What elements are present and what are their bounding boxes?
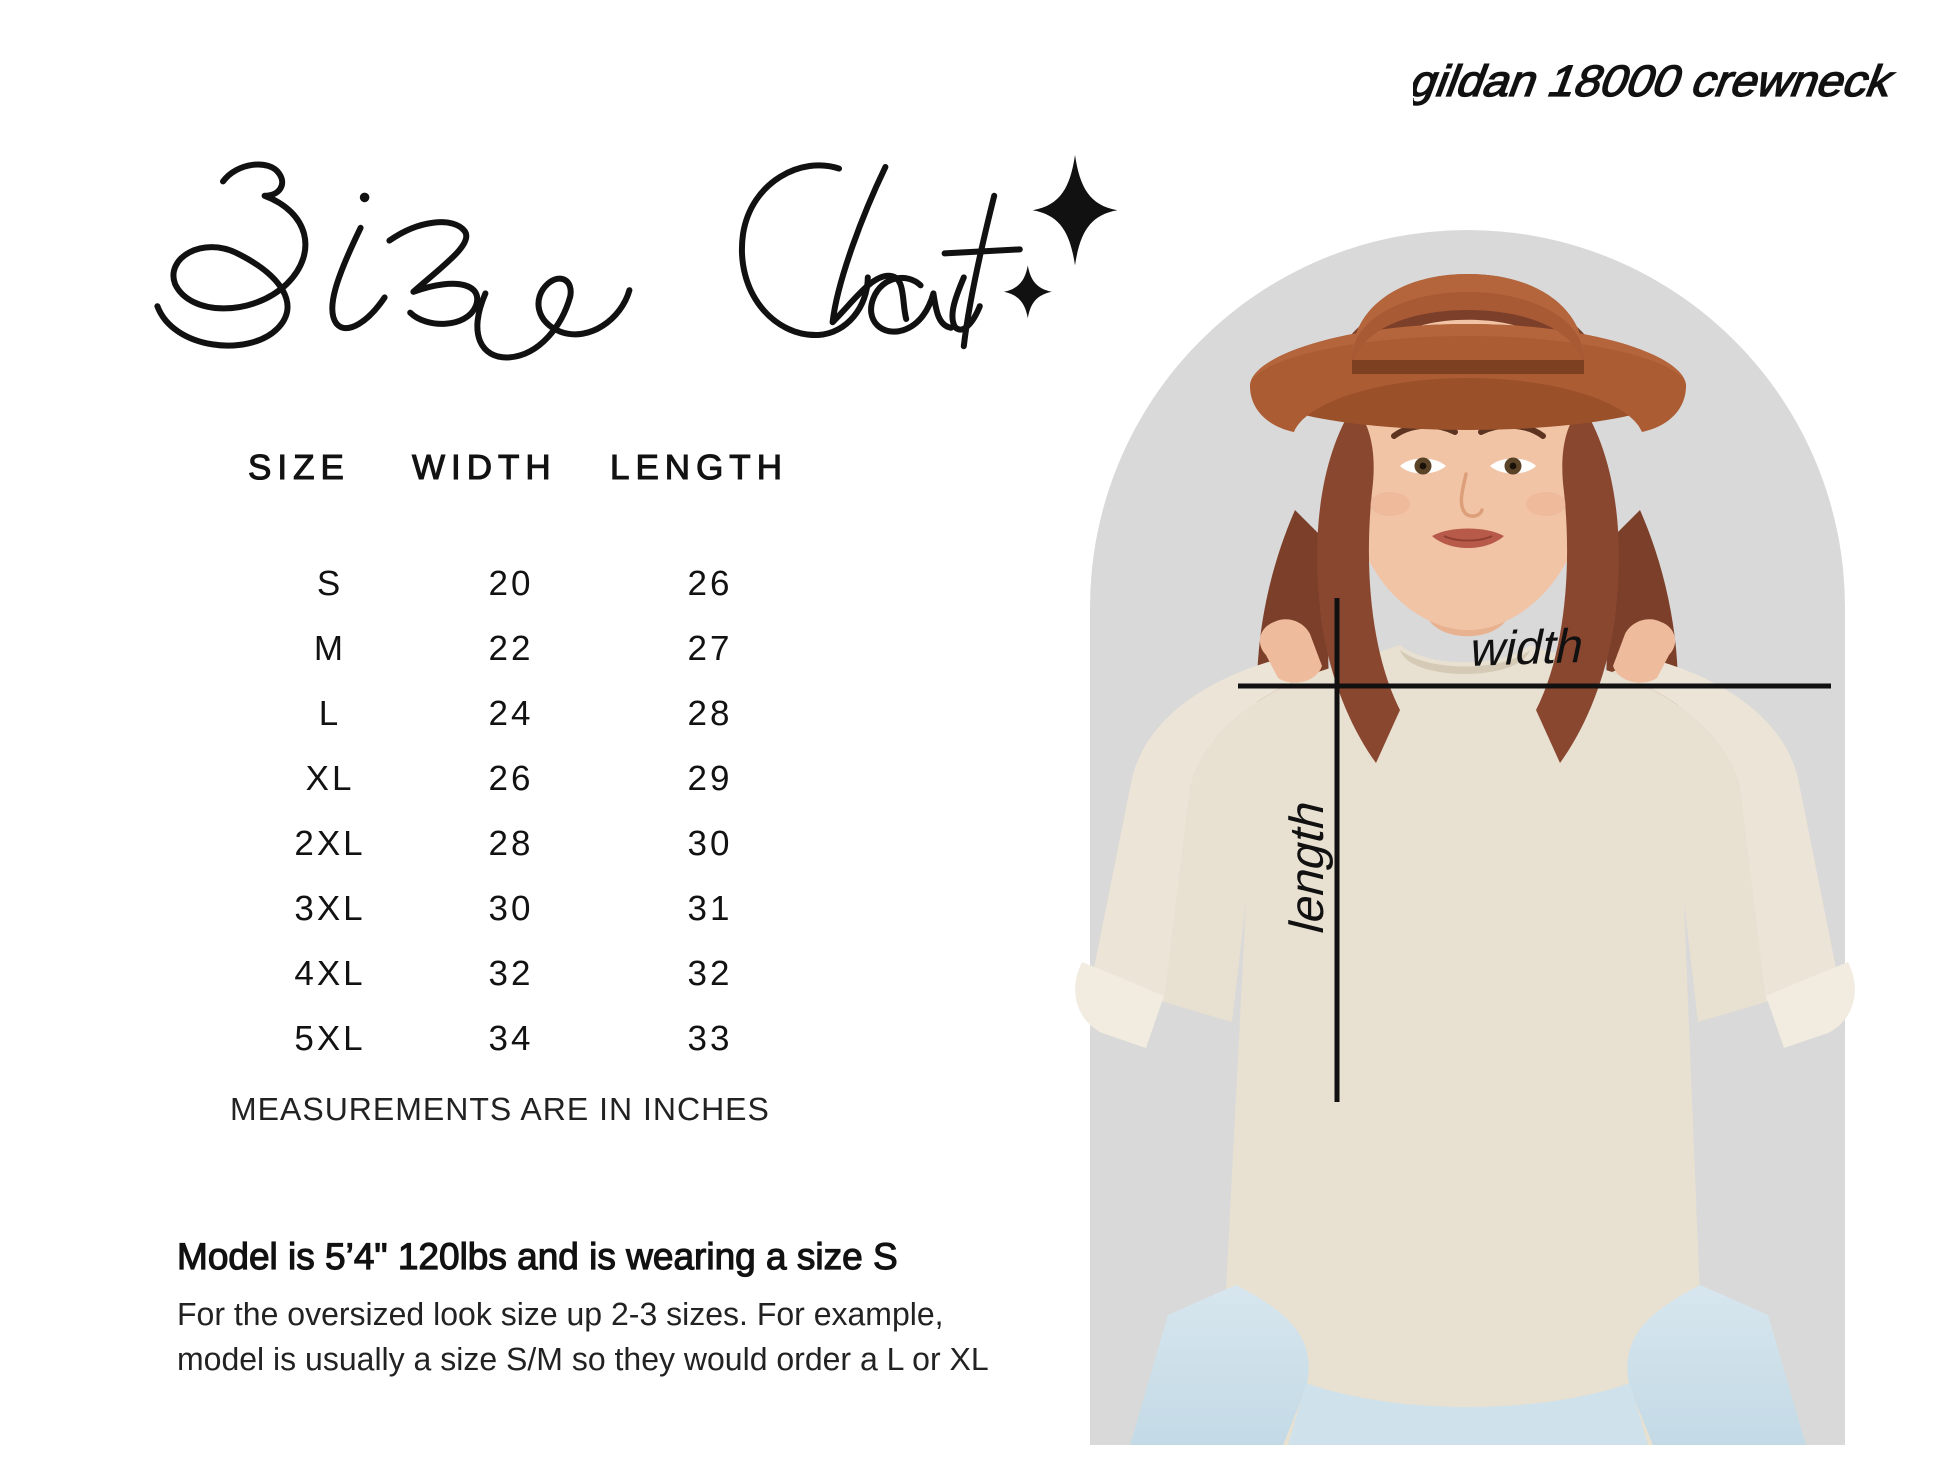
svg-text:length: length <box>1281 802 1334 936</box>
svg-text:width: width <box>1467 620 1584 677</box>
svg-text:gildan 18000 crewneck: gildan 18000 crewneck <box>1413 57 1899 106</box>
